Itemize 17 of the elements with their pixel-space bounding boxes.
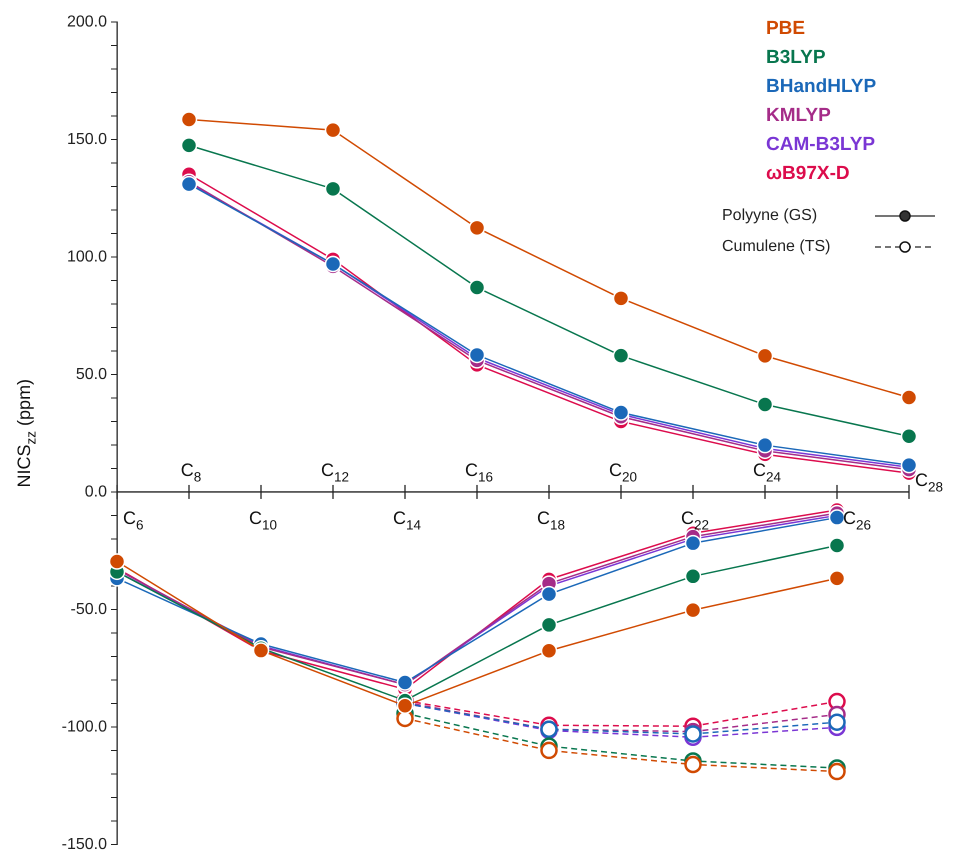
y-axis-title: NICSzz (ppm) — [14, 378, 38, 488]
y-tick-label: 200.0 — [66, 13, 108, 30]
text: B3LYP — [766, 46, 826, 70]
annotation: Polyyne (GS) — [722, 206, 818, 226]
y-tick-label: -150.0 — [62, 836, 108, 853]
text: BHandHLYP — [766, 75, 878, 99]
y-tick-label: 150.0 — [66, 130, 108, 148]
y-tick-label: 100.0 — [66, 248, 108, 266]
text: CAM-B3LYP — [766, 133, 876, 157]
text: PBE — [766, 17, 806, 41]
text: ωB97X-D — [766, 162, 851, 186]
y-tick-label: -50.0 — [70, 600, 108, 618]
annotation: Cumulene (TS) — [722, 237, 832, 257]
y-tick-label: 0.0 — [84, 483, 108, 500]
y-tick-label: 50.0 — [76, 366, 108, 383]
y-tick-label: -100.0 — [62, 718, 108, 736]
text: KMLYP — [766, 104, 832, 128]
